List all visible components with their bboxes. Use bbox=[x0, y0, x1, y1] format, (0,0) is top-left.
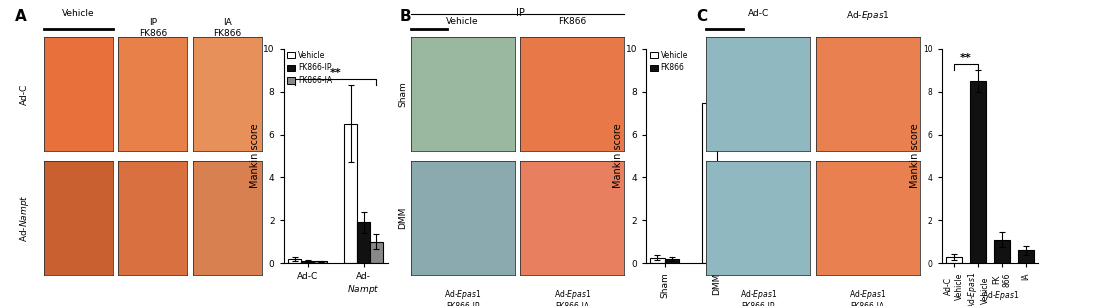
Bar bbox=[357, 222, 370, 263]
Bar bbox=[288, 259, 301, 263]
Text: Ad-$\it{Epas1}$: Ad-$\it{Epas1}$ bbox=[846, 9, 889, 22]
Legend: Vehicle, FK866: Vehicle, FK866 bbox=[649, 50, 688, 73]
Y-axis label: Mankin score: Mankin score bbox=[910, 124, 920, 188]
Text: IP
FK866: IP FK866 bbox=[139, 18, 166, 38]
Bar bbox=[970, 81, 986, 263]
Text: Ad-C: Ad-C bbox=[748, 9, 769, 18]
Bar bbox=[946, 257, 961, 263]
Y-axis label: Mankin score: Mankin score bbox=[613, 124, 623, 188]
Text: Ad-$\it{Epas1}$
FK866-IA: Ad-$\it{Epas1}$ FK866-IA bbox=[554, 288, 590, 306]
Y-axis label: Mankin score: Mankin score bbox=[251, 124, 261, 188]
Text: IP: IP bbox=[516, 8, 525, 18]
Bar bbox=[994, 240, 1010, 263]
Bar bbox=[665, 259, 679, 263]
Text: Sham: Sham bbox=[399, 81, 407, 107]
Text: B: B bbox=[400, 9, 412, 24]
Text: Vehicle: Vehicle bbox=[62, 9, 94, 18]
Text: **: ** bbox=[960, 53, 971, 63]
Text: IA
FK866: IA FK866 bbox=[214, 18, 241, 38]
Bar bbox=[301, 261, 314, 263]
Text: Ad-$\it{Nampt}$: Ad-$\it{Nampt}$ bbox=[18, 194, 31, 242]
Text: Ad-$\it{Epas1}$
FK866-IP: Ad-$\it{Epas1}$ FK866-IP bbox=[740, 288, 776, 306]
Legend: Vehicle, FK866-IP, FK866-IA: Vehicle, FK866-IP, FK866-IA bbox=[287, 50, 332, 85]
Bar bbox=[344, 124, 357, 263]
Bar bbox=[1018, 250, 1034, 263]
Text: C: C bbox=[696, 9, 707, 24]
Text: Ad-$\it{Epas1}$
FK866-IP: Ad-$\it{Epas1}$ FK866-IP bbox=[445, 288, 481, 306]
Bar bbox=[314, 261, 327, 263]
Text: Ad-$\it{Epas1}$
FK866-IA: Ad-$\it{Epas1}$ FK866-IA bbox=[850, 288, 886, 306]
Bar bbox=[370, 242, 383, 263]
Bar bbox=[703, 103, 717, 263]
Bar bbox=[717, 199, 731, 263]
Text: **: ** bbox=[712, 68, 723, 78]
Text: **: ** bbox=[330, 68, 342, 78]
Text: FK866: FK866 bbox=[558, 17, 586, 26]
Text: A: A bbox=[15, 9, 27, 24]
Text: Ad-C: Ad-C bbox=[20, 84, 28, 105]
Text: DMM: DMM bbox=[399, 207, 407, 229]
Text: Ad-$\it{Epas1}$: Ad-$\it{Epas1}$ bbox=[982, 289, 1019, 302]
Text: Vehicle: Vehicle bbox=[447, 17, 479, 26]
Bar bbox=[650, 258, 665, 263]
